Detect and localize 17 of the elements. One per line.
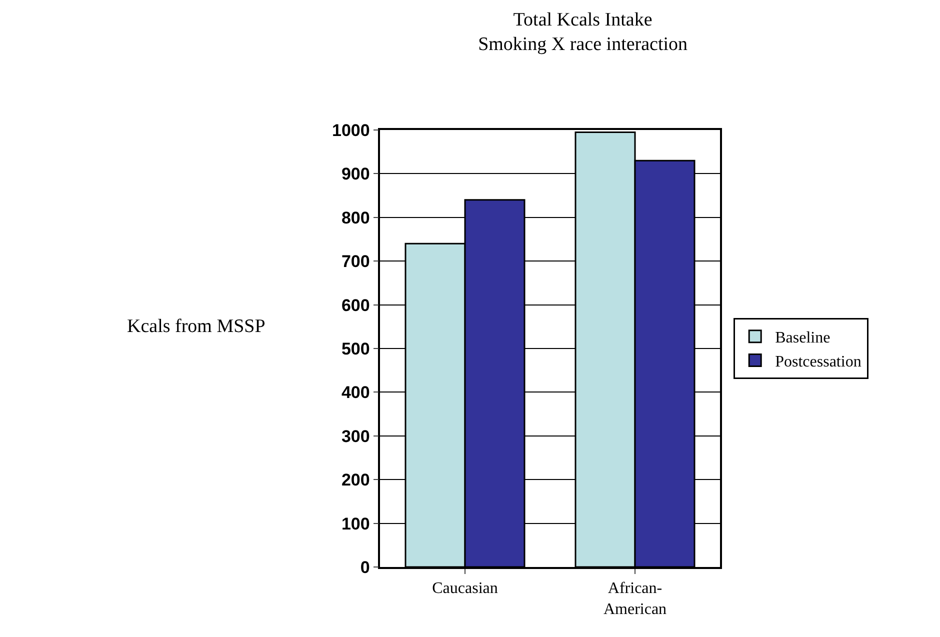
y-tick-label: 1000 bbox=[332, 120, 370, 140]
x-tick-label: Caucasian bbox=[432, 580, 498, 597]
y-tick-label: 600 bbox=[341, 296, 370, 315]
y-tick-label: 0 bbox=[360, 558, 370, 577]
y-axis-title: Kcals from MSSP bbox=[127, 316, 266, 337]
legend-label: Baseline bbox=[775, 330, 830, 347]
y-tick-label: 100 bbox=[341, 514, 370, 534]
y-tick-label: 500 bbox=[341, 339, 370, 358]
y-tick-label: 700 bbox=[341, 252, 370, 272]
legend-label: Postcessation bbox=[775, 353, 862, 370]
y-tick-label: 900 bbox=[341, 164, 370, 184]
y-tick-label: 300 bbox=[341, 426, 370, 446]
x-tick-label: African- American bbox=[603, 580, 667, 618]
chart-title: Total Kcals Intake Smoking X race interaction bbox=[478, 9, 688, 56]
y-tick-label: 400 bbox=[341, 383, 370, 402]
y-tick-label: 200 bbox=[341, 470, 370, 490]
y-tick-label: 800 bbox=[341, 208, 370, 228]
